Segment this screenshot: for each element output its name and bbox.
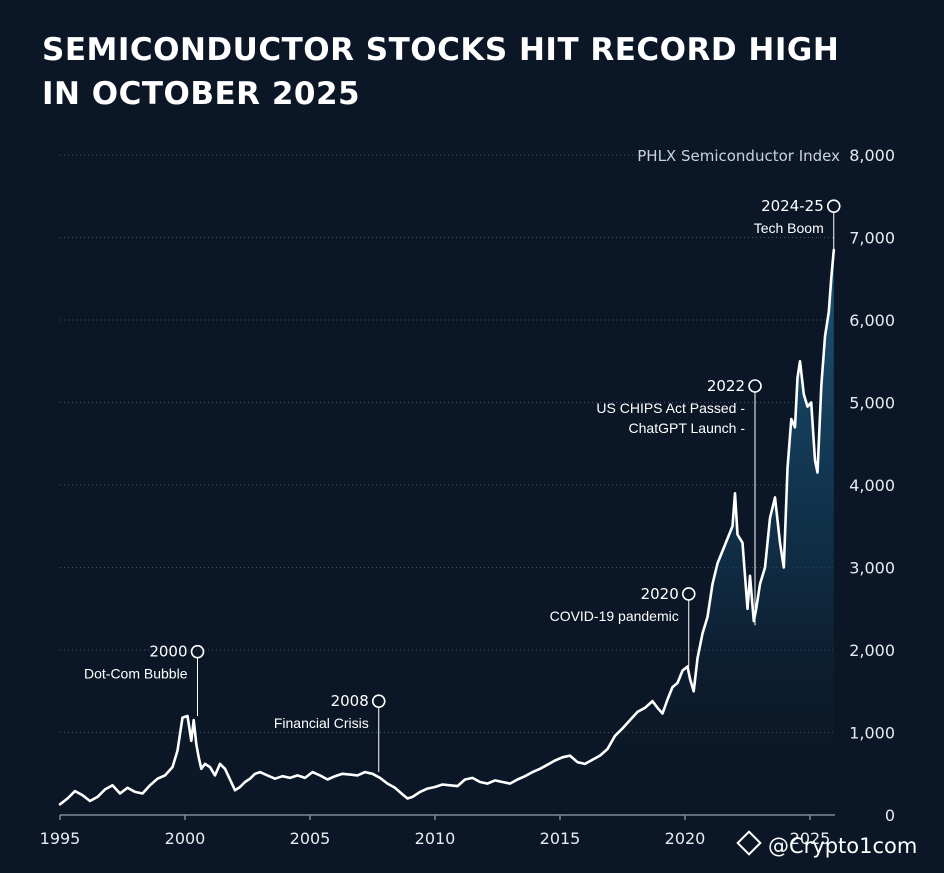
watermark-text: @Crypto1com: [768, 834, 918, 858]
annotation-year: 2022: [707, 377, 745, 395]
annotation-label: Tech Boom: [754, 220, 824, 236]
annotation-label: COVID-19 pandemic: [550, 608, 679, 624]
annotation-year: 2000: [149, 643, 187, 661]
annotation-year: 2024-25: [761, 197, 824, 215]
annotation-year: 2020: [641, 585, 679, 603]
annotation-label: Financial Crisis: [274, 715, 369, 731]
x-tick-label: 1995: [40, 829, 81, 848]
y-tick-label: 8,000: [849, 146, 895, 165]
annotation-marker: [371, 694, 386, 708]
y-tick-label: 4,000: [849, 476, 895, 495]
x-tick-label: 2020: [665, 829, 706, 848]
binance-diamond-icon: [736, 830, 762, 856]
series-line-path: [58, 248, 836, 806]
watermark: @Crypto1com: [736, 830, 918, 858]
y-tick-label: 6,000: [849, 311, 895, 330]
annotation-2024-25: 2024-25 Tech Boom: [754, 197, 841, 250]
annotation-marker: [748, 379, 762, 393]
y-tick-label: 2,000: [849, 641, 895, 660]
y-tick-label: 1,000: [849, 724, 895, 743]
annotation-2000: 2000 Dot-Com Bubble: [84, 643, 205, 716]
area-fill: [60, 249, 834, 815]
chart-title: SEMICONDUCTOR STOCKS HIT RECORD HIGH IN …: [42, 28, 902, 116]
annotation-2022: 2022 US CHIPS Act Passed - ChatGPT Launch …: [596, 377, 762, 626]
x-tick-label: 2010: [415, 829, 456, 848]
annotation-marker: [681, 587, 696, 601]
x-tick-label: 2000: [165, 829, 206, 848]
annotation-label: ChatGPT Launch -: [629, 420, 746, 436]
annotation-marker: [826, 199, 841, 213]
y-tick-label: 0: [885, 806, 895, 825]
y-tick-label: 7,000: [849, 229, 895, 248]
y-tick-label: 5,000: [849, 394, 895, 413]
x-tick-label: 2015: [540, 829, 581, 848]
y-tick-label: 3,000: [849, 559, 895, 578]
chart-title-line-2: IN OCTOBER 2025: [42, 76, 361, 112]
x-tick-label: 2005: [290, 829, 331, 848]
axes: 0 1,000 2,000 3,000 4,000 5,000 6,000 7,000 8,00…: [40, 146, 895, 848]
series-line: [58, 248, 836, 806]
area-fill-path: [60, 249, 834, 815]
annotation-2008: 2008 Financial Crisis: [274, 692, 386, 773]
chart-title-line-1: SEMICONDUCTOR STOCKS HIT RECORD HIGH: [42, 32, 840, 68]
x-tick-label: 2025: [790, 829, 831, 848]
annotation-year: 2008: [331, 692, 369, 710]
annotation-label: US CHIPS Act Passed -: [596, 400, 745, 416]
annotation-marker: [190, 644, 205, 659]
annotation-label: Dot-Com Bubble: [84, 666, 188, 682]
annotation-2020: 2020 COVID-19 pandemic: [550, 585, 696, 667]
series-name-label: PHLX Semiconductor Index: [637, 147, 840, 165]
